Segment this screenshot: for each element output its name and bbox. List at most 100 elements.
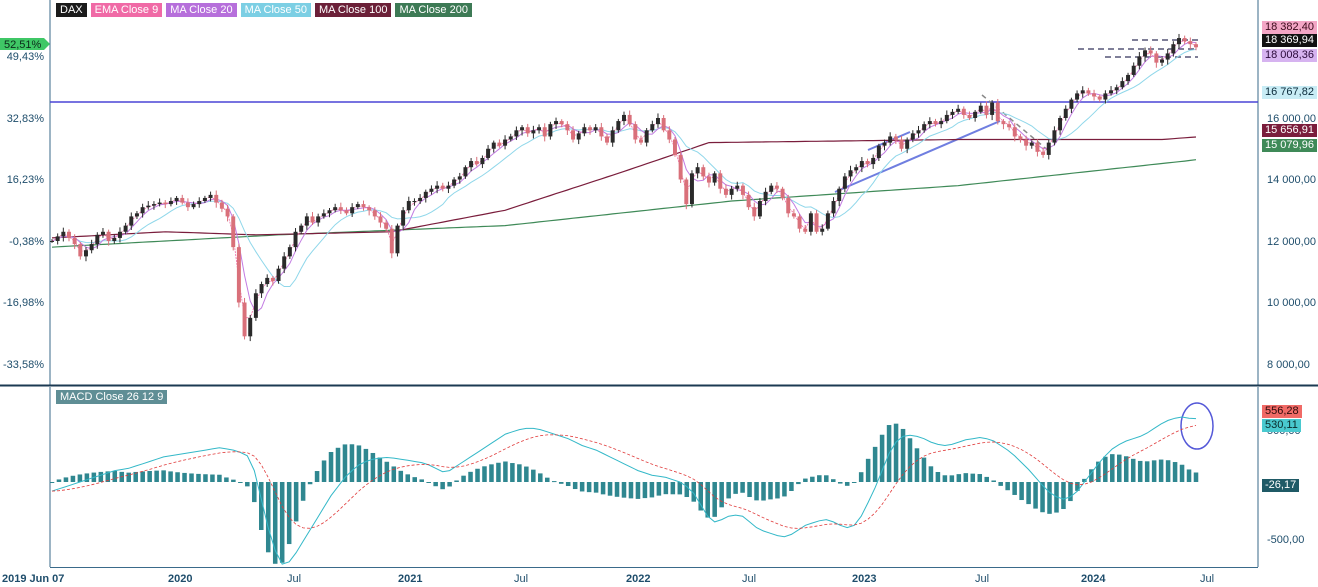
candle	[950, 108, 955, 119]
candle-body	[259, 284, 264, 294]
histogram-bar	[635, 482, 641, 499]
candle	[202, 195, 207, 203]
candle	[174, 195, 179, 205]
histogram-bar	[1110, 454, 1115, 482]
candle	[304, 213, 309, 230]
candle-body	[55, 236, 60, 241]
candle-body	[520, 127, 525, 131]
candle	[695, 162, 700, 179]
candle-body	[452, 179, 457, 186]
candle	[1086, 87, 1091, 96]
histogram-bar	[321, 460, 327, 482]
candle	[537, 124, 542, 134]
candle-body	[672, 139, 677, 155]
candle-body	[202, 197, 207, 202]
candle	[338, 202, 343, 215]
candle	[310, 212, 315, 225]
macd-title[interactable]: MACD Close 26 12 9	[56, 390, 168, 404]
legend-ma200[interactable]: MA Close 200	[395, 3, 472, 17]
candle	[265, 274, 270, 287]
histogram-bar	[496, 462, 501, 482]
candle	[384, 219, 389, 232]
candle	[463, 165, 468, 179]
histogram-bar	[1075, 482, 1080, 491]
candle-body	[197, 201, 202, 205]
candle	[299, 223, 304, 235]
histogram-bar	[1193, 472, 1199, 482]
histogram-bar	[405, 474, 411, 482]
candle	[842, 173, 847, 193]
candle	[1188, 37, 1193, 49]
candle	[106, 229, 111, 246]
candle-body	[486, 148, 491, 158]
candle-body	[1097, 96, 1102, 100]
candle	[542, 123, 547, 142]
candle-body	[508, 136, 513, 140]
candle	[780, 186, 785, 201]
candle	[491, 140, 496, 153]
dashed-trendline	[981, 94, 1051, 153]
candle	[1024, 135, 1029, 151]
candle-body	[706, 176, 711, 183]
candle	[287, 244, 292, 260]
candle	[333, 203, 338, 213]
candle-body	[746, 194, 751, 208]
candle-body	[72, 237, 77, 245]
candle	[231, 214, 236, 251]
candle	[372, 207, 377, 220]
legend-ma20[interactable]: MA Close 20	[166, 3, 237, 17]
histogram-bar	[419, 479, 424, 482]
candle-body	[282, 256, 287, 269]
candle-body	[129, 216, 134, 226]
candle-body	[525, 127, 530, 134]
candle	[520, 125, 525, 136]
candle-body	[1046, 142, 1051, 155]
histogram-bar	[475, 468, 480, 482]
histogram-bar	[1068, 482, 1073, 502]
candle-body	[134, 213, 139, 217]
candle-body	[67, 231, 71, 238]
candle-body	[480, 157, 485, 165]
candle-body	[316, 216, 321, 223]
candle-body	[961, 108, 966, 115]
candle	[588, 125, 593, 135]
legend-ma50[interactable]: MA Close 50	[240, 3, 311, 17]
candle	[622, 111, 626, 126]
candle-body	[882, 142, 887, 146]
legend-symbol[interactable]: DAX	[56, 3, 87, 17]
candle-body	[418, 197, 423, 202]
candle	[412, 198, 417, 206]
candle	[423, 189, 428, 203]
candle	[1137, 52, 1142, 70]
candle-body	[554, 121, 559, 125]
x-tick-label: 2021	[398, 573, 422, 585]
histogram-bar	[77, 474, 83, 482]
candle-body	[588, 127, 593, 131]
histogram-bar	[796, 482, 801, 485]
x-tick-label: Jul	[1200, 573, 1214, 585]
x-tick-label: 2024	[1081, 573, 1106, 585]
candle-body	[219, 202, 224, 209]
candle	[293, 228, 298, 252]
legend-ema9[interactable]: EMA Close 9	[90, 3, 163, 17]
candle-body	[361, 204, 366, 208]
legend-ma100[interactable]: MA Close 100	[314, 3, 392, 17]
histogram-bar	[572, 482, 578, 490]
candle-body	[304, 216, 309, 226]
histogram-bar	[565, 482, 571, 487]
candle	[1114, 84, 1119, 95]
candle	[757, 198, 762, 220]
x-tick-label: 2023	[852, 573, 876, 585]
candle-body	[978, 105, 983, 112]
histogram-bar	[154, 470, 159, 482]
candle	[701, 164, 706, 180]
candle	[967, 111, 972, 121]
histogram-bar	[238, 482, 243, 483]
histogram-bar	[900, 428, 906, 482]
histogram-bar	[1019, 482, 1024, 501]
macd-lines	[51, 416, 1197, 565]
candle	[820, 224, 825, 236]
candle	[1046, 139, 1051, 160]
left-axis: 49,43% 32,83% 16,23% -0,38% -16,98% -33,…	[0, 38, 50, 371]
